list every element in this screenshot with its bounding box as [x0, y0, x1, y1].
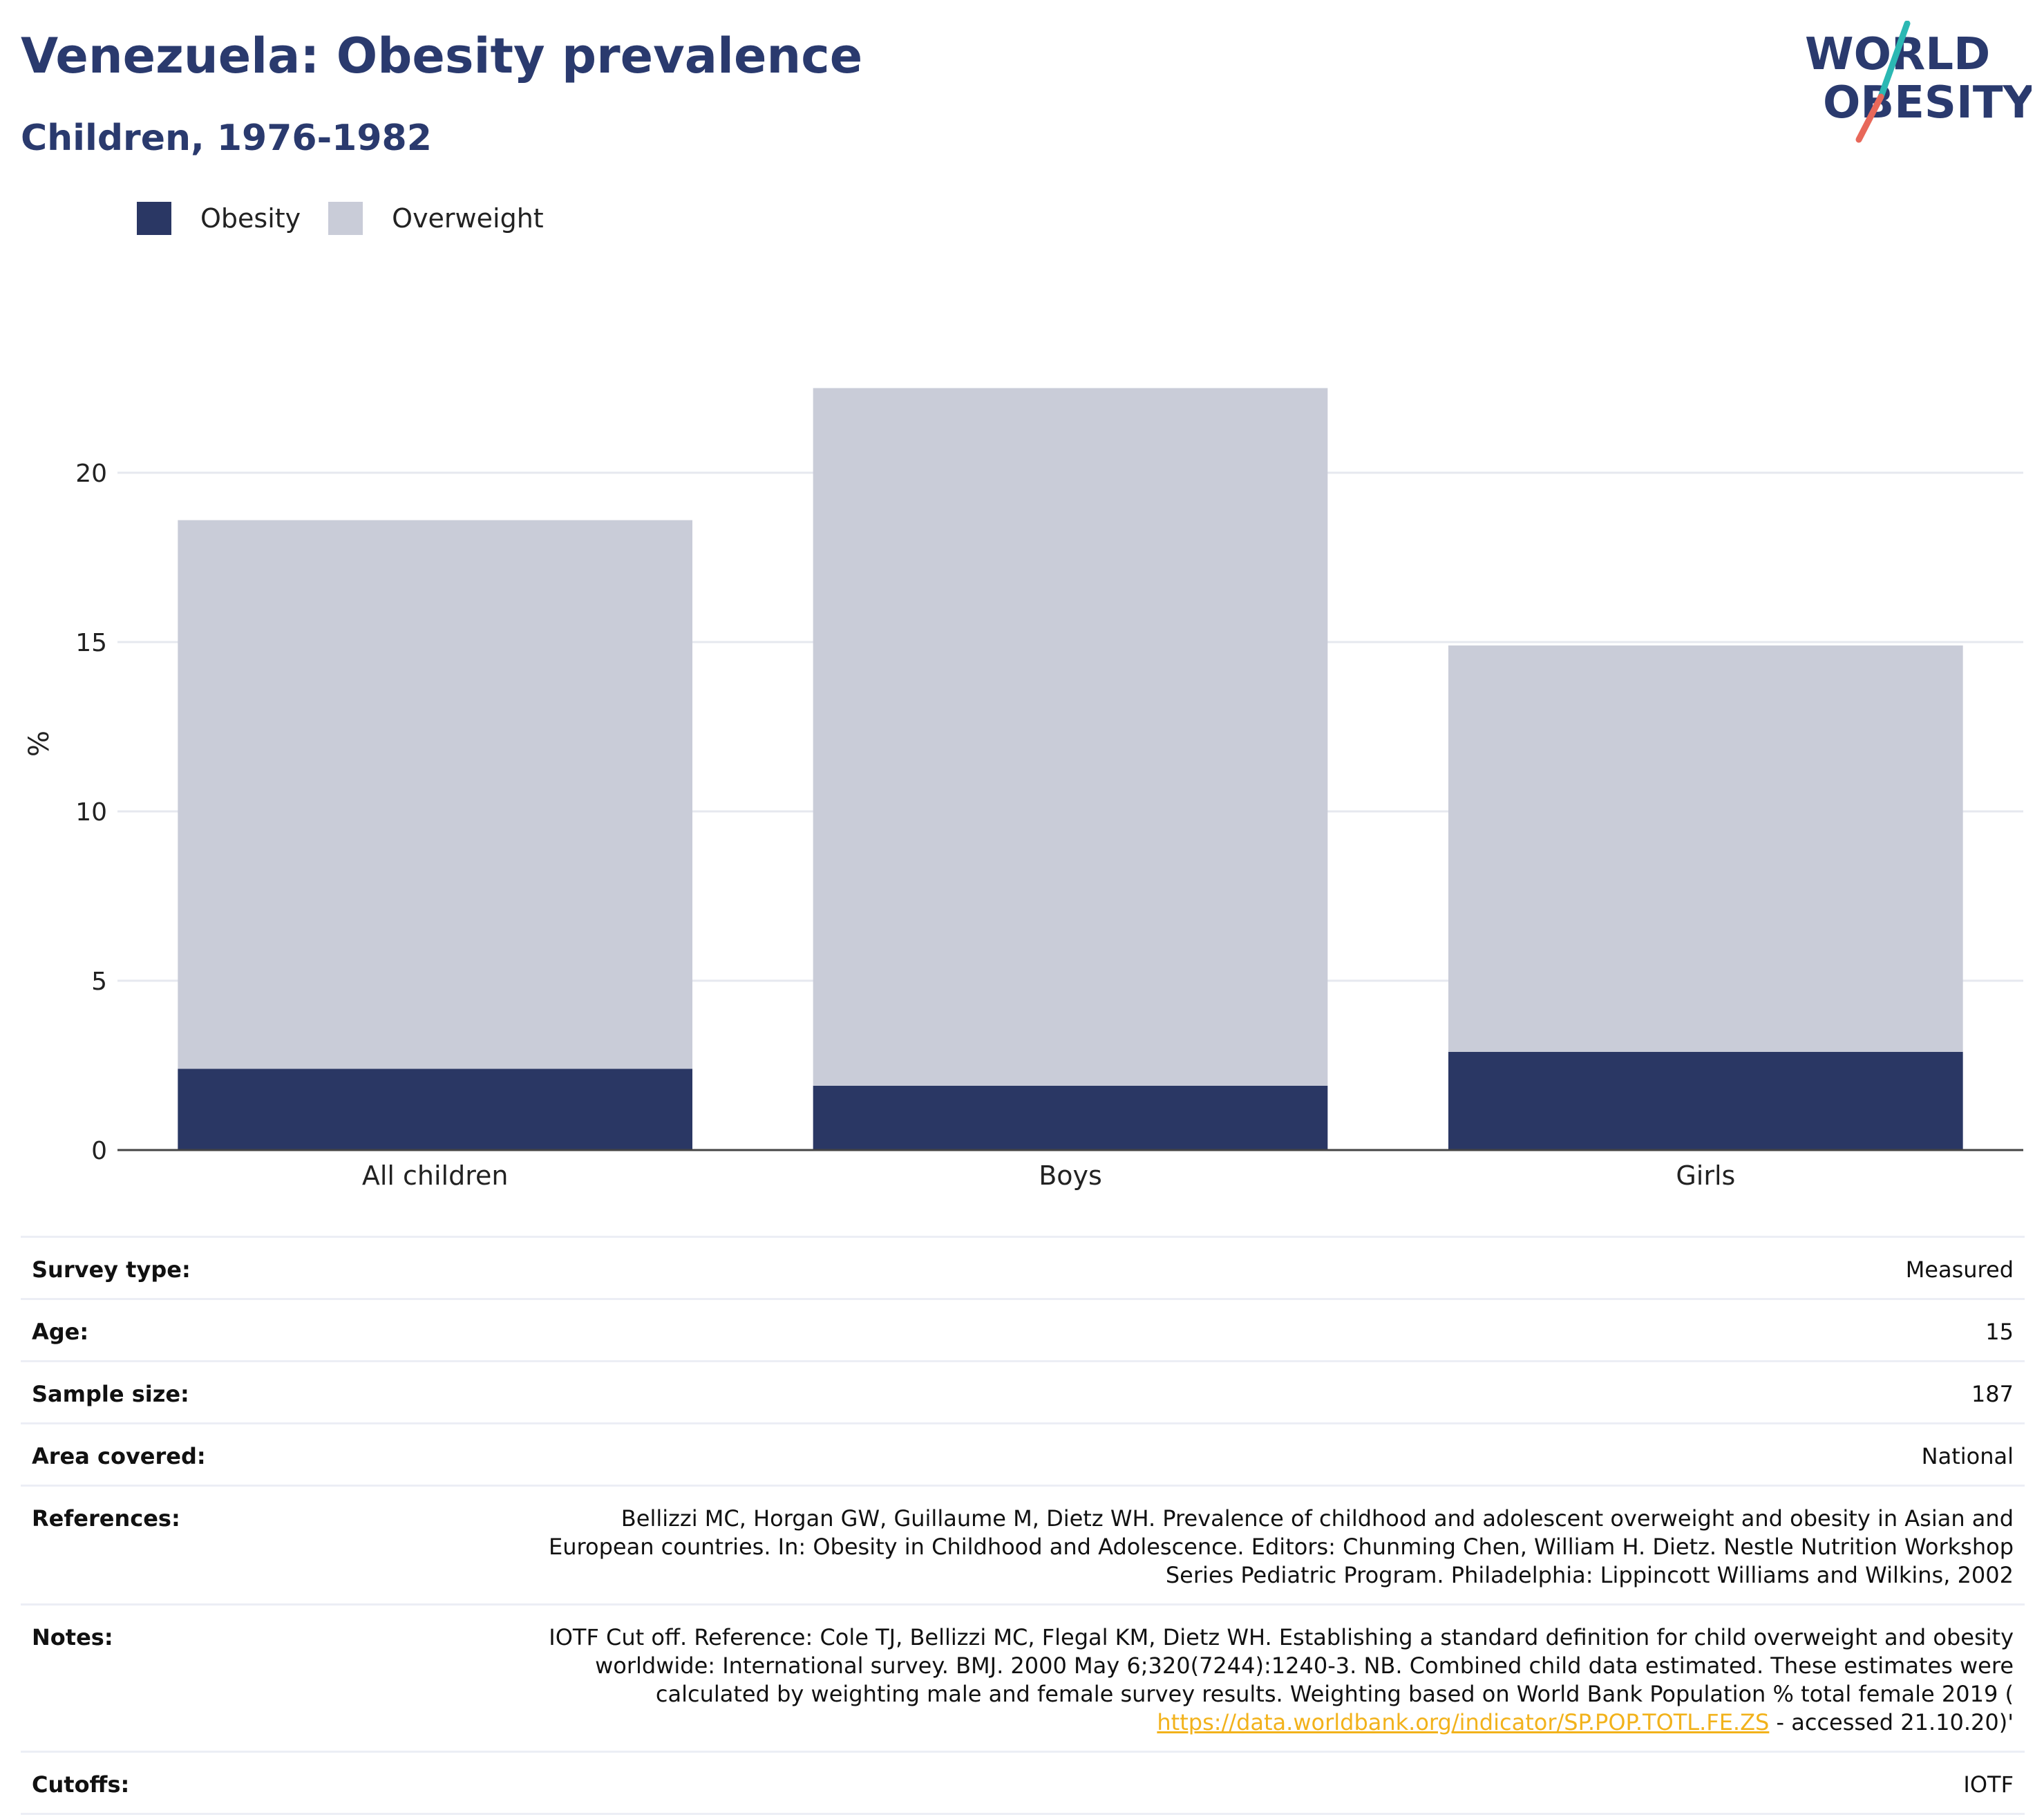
bar-overweight-girls: [1448, 645, 1963, 1052]
info-value: 187: [527, 1360, 2025, 1424]
info-row-survey-type: Survey type: Measured: [21, 1236, 2025, 1299]
bar-chart: 0 5 10 15 20% All children Boys Girls: [23, 388, 2023, 1191]
x-tick-label: Boys: [1039, 1160, 1102, 1191]
info-label: Sample size:: [21, 1360, 527, 1424]
y-tick-label: 20: [75, 460, 107, 488]
references-line: Series Pediatric Program. Philadelphia: …: [1165, 1562, 2014, 1588]
references-line: European countries. In: Obesity in Child…: [549, 1534, 2014, 1560]
notes-line: IOTF Cut off. Reference: Cole TJ, Belliz…: [549, 1624, 2014, 1650]
y-axis-label: %: [23, 731, 55, 757]
info-row-notes: Notes: IOTF Cut off. Reference: Cole TJ,…: [21, 1603, 2025, 1752]
notes-after-link: - accessed 21.10.20)': [1769, 1709, 2014, 1735]
bar-obesity-boys: [813, 1085, 1328, 1150]
info-row-cutoffs: Cutoffs: IOTF: [21, 1751, 2025, 1815]
y-tick-label: 0: [91, 1137, 107, 1165]
worldbank-link[interactable]: https://data.worldbank.org/indicator/SP.…: [1157, 1709, 1770, 1735]
bar-overweight-all-children: [178, 520, 692, 1069]
legend-swatch-overweight: [328, 202, 363, 235]
references-line: Bellizzi MC, Horgan GW, Guillaume M, Die…: [621, 1505, 2014, 1532]
info-label: Age:: [21, 1298, 527, 1362]
info-value: 15: [527, 1298, 2025, 1362]
survey-info-table: Survey type: Measured Age: 15 Sample siz…: [21, 1236, 2025, 1815]
bar-overweight-boys: [813, 388, 1328, 1086]
info-value: National: [527, 1422, 2025, 1486]
info-row-age: Age: 15: [21, 1298, 2025, 1362]
info-label: Survey type:: [21, 1236, 527, 1299]
info-label: References:: [21, 1485, 527, 1605]
legend-label-obesity: Obesity: [200, 203, 301, 234]
info-value: IOTF Cut off. Reference: Cole TJ, Belliz…: [527, 1603, 2025, 1752]
info-row-sample-size: Sample size: 187: [21, 1360, 2025, 1424]
logo-line2: OBESITY: [1823, 77, 2032, 129]
x-tick-label: All children: [362, 1160, 509, 1191]
info-label: Area covered:: [21, 1422, 527, 1486]
legend-label-overweight: Overweight: [392, 203, 544, 234]
info-row-area: Area covered: National: [21, 1422, 2025, 1486]
y-tick-label: 15: [75, 629, 107, 657]
notes-line: calculated by weighting male and female …: [655, 1681, 2014, 1707]
chart-title: Venezuela: Obesity prevalence: [21, 28, 863, 84]
logo-slash-top: [1877, 21, 1911, 100]
info-value: Measured: [527, 1236, 2025, 1299]
info-label: Cutoffs:: [21, 1751, 527, 1815]
x-tick-label: Girls: [1676, 1160, 1735, 1191]
chart-legend: Obesity Overweight: [137, 202, 571, 235]
info-label: Notes:: [21, 1603, 527, 1752]
info-value: IOTF: [527, 1751, 2025, 1815]
world-obesity-logo: WORLD OBESITY: [1805, 21, 2032, 143]
y-tick-label: 5: [91, 968, 107, 996]
info-value: Bellizzi MC, Horgan GW, Guillaume M, Die…: [527, 1485, 2025, 1605]
logo-slash-bottom: [1855, 93, 1884, 143]
bar-obesity-all-children: [178, 1068, 692, 1150]
y-tick-label: 10: [75, 798, 107, 827]
info-row-references: References: Bellizzi MC, Horgan GW, Guil…: [21, 1485, 2025, 1605]
bar-obesity-girls: [1448, 1051, 1963, 1150]
legend-item-obesity[interactable]: Obesity: [137, 202, 301, 235]
legend-item-overweight[interactable]: Overweight: [328, 202, 544, 235]
notes-line: worldwide: International survey. BMJ. 20…: [595, 1653, 2014, 1679]
legend-swatch-obesity: [137, 202, 171, 235]
chart-subtitle: Children, 1976-1982: [21, 117, 432, 159]
